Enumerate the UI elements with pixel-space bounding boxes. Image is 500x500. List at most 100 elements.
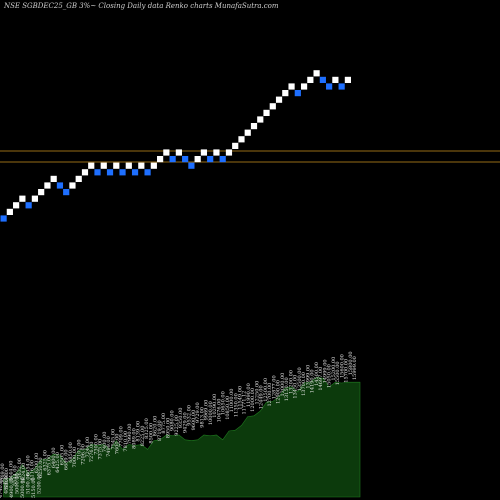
volume-value-label: 9429.00 [182,412,188,433]
renko-brick [219,156,226,163]
renko-brick [338,83,345,90]
volume-value-label: 7990.00 [127,424,133,445]
volume-value-label: 9969.00 [204,400,210,421]
renko-brick [244,129,251,136]
volume-value-label: 14999.00 [322,359,328,383]
volume-value-label: 10000.00 [208,401,214,425]
volume-value-label: 9532.00 [187,405,193,426]
volume-value-label: 8139.00 [136,421,142,442]
renko-brick [157,156,164,163]
volume-value-label: 10850.00 [225,396,231,420]
volume-value-label: 7300.00 [93,434,99,455]
volume-value-label: 7375.00 [98,439,104,460]
renko-brick [207,156,214,163]
volume-value-label: 5632.00 [17,458,23,479]
renko-brick [294,90,301,97]
volume-value-label: 9225.00 [174,415,180,436]
renko-brick [344,76,351,83]
volume-value-label: 7400.00 [102,432,108,453]
renko-brick [56,182,64,189]
volume-value-label: 13200.00 [288,370,294,394]
volume-value-label: 5544.00 [13,465,19,486]
volume-value-label: 15999.00 [352,356,358,380]
renko-brick [213,149,220,156]
volume-value-label: 13999.00 [305,365,311,389]
renko-brick [50,175,57,182]
volume-value-label: 15600.00 [339,354,345,378]
volume-value-label: 6505.00 [59,445,65,466]
volume-value-label: 10476.00 [216,399,222,423]
annotation-label: 5100.00 [26,473,32,494]
annotation-label: 5150.00 [31,477,37,498]
renko-brick [200,149,208,156]
volume-value-label: 14697.00 [318,367,324,391]
volume-value-label: 9729.00 [195,402,201,423]
renko-brick [319,76,326,83]
volume-value-label: 15200.00 [331,357,337,381]
volume-value-label: 8089.00 [132,428,138,449]
renko-brick [288,83,295,90]
volume-value-label: 7499.00 [106,436,112,457]
renko-brick [300,83,308,90]
volume-value-label: 11990.00 [246,383,252,407]
renko-brick [119,169,126,176]
renko-brick [69,182,76,189]
volume-value-label: 6325.00 [42,450,48,471]
volume-value-label: 8500.00 [148,423,154,444]
volume-value-label: 12250.00 [255,381,261,405]
volume-value-label: 8719.00 [157,420,163,441]
volume-value-label: 6689.00 [64,449,70,470]
renko-brick [232,142,239,149]
volume-value-label: 8225.00 [140,426,146,447]
renko-brick [113,162,120,169]
renko-brick [19,195,26,202]
volume-value-label: 6250.00 [38,457,44,478]
volume-value-label: 7244.00 [85,437,91,458]
renko-brick [75,175,82,182]
renko-brick [269,103,276,110]
annotation-label: 5000.00 [15,473,21,494]
volume-value-label: 8620.00 [153,416,159,437]
renko-brick [138,162,145,169]
renko-brick [125,162,132,169]
volume-value-label: 13450.00 [293,375,299,399]
renko-brick [13,202,20,209]
volume-value-label: 12700.00 [267,383,273,407]
volume-value-label: 7545.00 [110,429,116,450]
volume-value-label: 6054.00 [25,455,31,476]
renko-brick [63,189,70,196]
volume-value-label: 8950.00 [165,418,171,439]
renko-brick [175,149,182,156]
volume-value-label: 5069.00 [0,463,6,484]
renko-brick [257,116,264,123]
renko-brick [182,156,189,163]
renko-brick [88,162,95,169]
volume-value-label: 12000.00 [250,388,256,412]
volume-value-label: 9813.00 [199,407,205,428]
volume-area [3,377,361,498]
renko-brick [131,169,139,176]
annotation-label: 5200.00 [37,473,43,494]
volume-value-label: 15050.00 [327,364,333,388]
renko-brick [250,123,258,130]
renko-brick [144,169,151,176]
renko-brick [282,90,289,97]
volume-value-label: 11771.12 [242,391,248,415]
renko-brick [194,156,201,163]
renko-brick [25,202,32,209]
volume-value-label: 9350.00 [178,408,184,429]
volume-value-label: 12877.00 [271,375,277,399]
renko-brick [6,208,13,215]
volume-value-label: 15700.00 [344,359,350,383]
annotation-label: 4900.00 [9,477,15,498]
renko-brick [263,109,270,116]
volume-value-label: 6850.00 [68,442,74,463]
volume-value-label: 13500.00 [297,367,303,391]
volume-value-label: 5369.00 [4,468,10,489]
renko-brick [169,156,176,163]
volume-value-label: 12500.00 [263,378,269,402]
volume-value-label: 9080.00 [170,410,176,431]
volume-value-label: 6375.00 [47,455,53,476]
volume-value-label: 6400.00 [51,447,57,468]
